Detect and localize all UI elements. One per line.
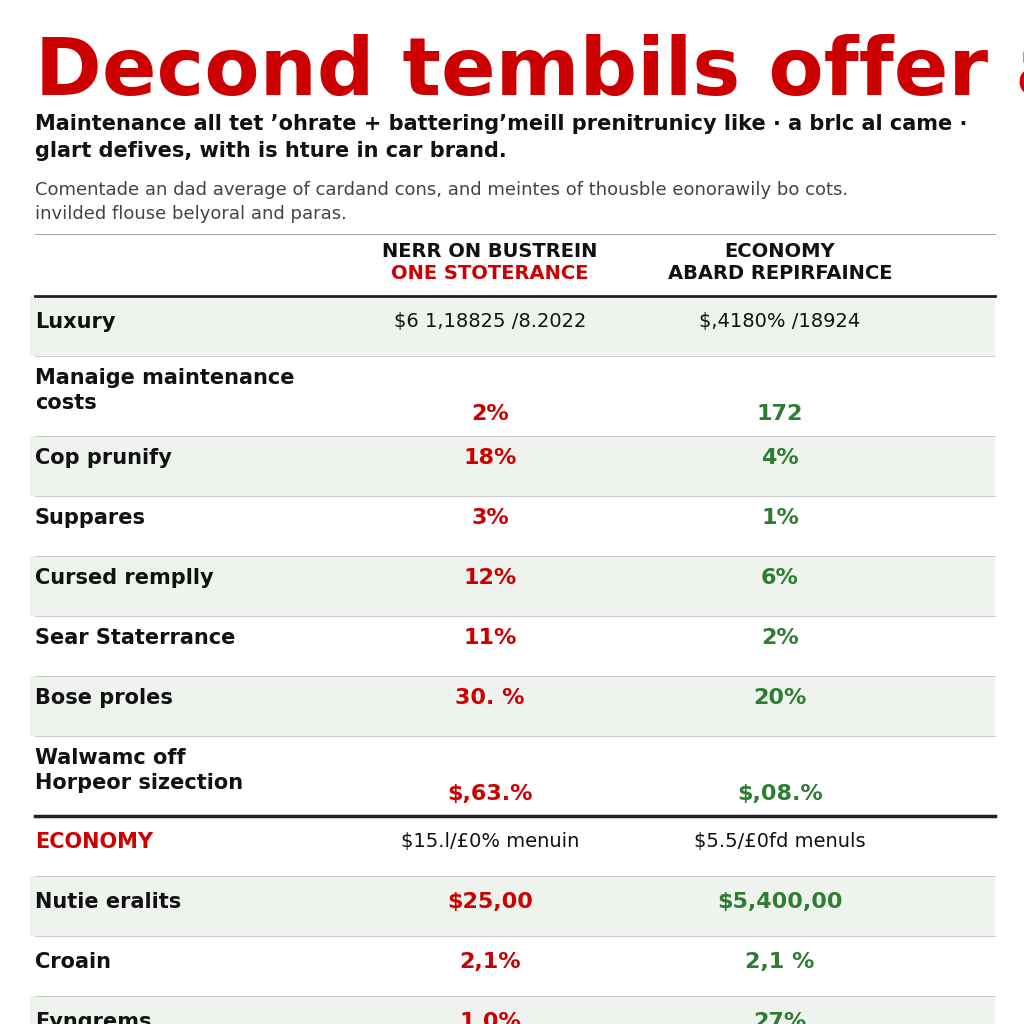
Text: Eyngrems: Eyngrems — [35, 1012, 152, 1024]
Text: Suppares: Suppares — [35, 508, 146, 528]
Bar — [30, 296, 995, 356]
Text: 30. %: 30. % — [456, 688, 524, 708]
Text: Walwamc off
Horpeor sizection: Walwamc off Horpeor sizection — [35, 748, 243, 793]
Text: NERR ON BUSTREIN: NERR ON BUSTREIN — [382, 242, 598, 261]
Text: ONE STOTERANCE: ONE STOTERANCE — [391, 264, 589, 283]
Bar — [30, 736, 995, 816]
Text: 18%: 18% — [463, 449, 517, 468]
Text: $,4180% /18924: $,4180% /18924 — [699, 312, 860, 331]
Text: 20%: 20% — [754, 688, 807, 708]
Text: 2,1 %: 2,1 % — [745, 952, 815, 972]
Text: $5.5/£0fd menuls: $5.5/£0fd menuls — [694, 831, 866, 851]
Text: 6%: 6% — [761, 568, 799, 588]
Text: $,63.%: $,63.% — [447, 784, 532, 804]
Text: 2%: 2% — [761, 628, 799, 648]
Text: Nutie eralits: Nutie eralits — [35, 892, 181, 912]
Text: Manaige maintenance
costs: Manaige maintenance costs — [35, 368, 295, 413]
Bar — [30, 936, 995, 996]
Text: 2,1%: 2,1% — [459, 952, 521, 972]
Text: Decond tembils offer a pmails: Decond tembils offer a pmails — [35, 34, 1024, 112]
Bar — [30, 436, 995, 496]
Text: ECONOMY: ECONOMY — [725, 242, 836, 261]
Text: ECONOMY: ECONOMY — [35, 831, 153, 852]
Bar — [30, 676, 995, 736]
Text: ABARD REPIRFAINCE: ABARD REPIRFAINCE — [668, 264, 892, 283]
Text: 12%: 12% — [464, 568, 517, 588]
Bar — [30, 496, 995, 556]
Bar — [30, 876, 995, 936]
Text: Comentade an dad average of cardand cons, and meintes of thousble eonorawily bo : Comentade an dad average of cardand cons… — [35, 181, 848, 223]
Bar — [30, 356, 995, 436]
Text: Croain: Croain — [35, 952, 111, 972]
Bar — [30, 616, 995, 676]
Text: 3%: 3% — [471, 508, 509, 528]
Text: 11%: 11% — [463, 628, 517, 648]
Text: Cop prunify: Cop prunify — [35, 449, 172, 468]
Text: $,08.%: $,08.% — [737, 784, 823, 804]
Text: Maintenance all tet ’ohrate + battering’meill prenitrunicy like · a brlc al came: Maintenance all tet ’ohrate + battering’… — [35, 114, 968, 161]
Text: 172: 172 — [757, 404, 803, 424]
Text: $25,00: $25,00 — [447, 892, 532, 912]
Text: $6 1,18825 /8.2022: $6 1,18825 /8.2022 — [394, 312, 586, 331]
Text: Bose proles: Bose proles — [35, 688, 173, 708]
Text: $5,400,00: $5,400,00 — [717, 892, 843, 912]
Text: Sear Staterrance: Sear Staterrance — [35, 628, 236, 648]
Text: Luxury: Luxury — [35, 312, 116, 332]
Text: Cursed remplly: Cursed remplly — [35, 568, 214, 588]
Text: 2%: 2% — [471, 404, 509, 424]
Text: 4%: 4% — [761, 449, 799, 468]
Text: $15.l/£0% menuin: $15.l/£0% menuin — [400, 831, 580, 851]
Text: 1,0%: 1,0% — [459, 1012, 521, 1024]
Bar — [30, 556, 995, 616]
Text: 27%: 27% — [754, 1012, 807, 1024]
Text: 1%: 1% — [761, 508, 799, 528]
Bar — [30, 996, 995, 1024]
